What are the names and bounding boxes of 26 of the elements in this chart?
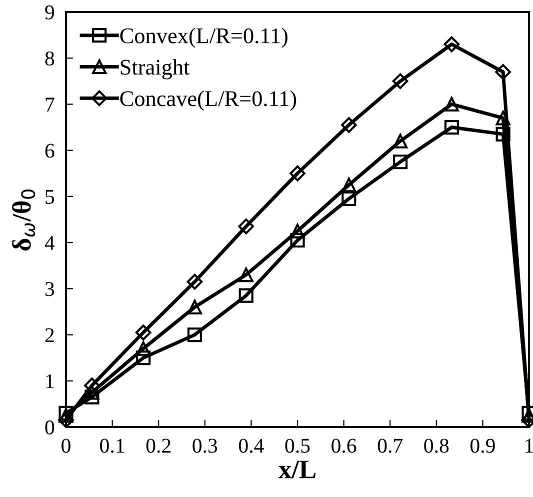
y-tick-label: 2 [45,328,54,342]
x-tick-label: 1 [526,438,533,453]
x-tick-label: 0.9 [470,438,495,453]
x-tick-label: 0.8 [424,438,449,453]
y-tick-label: 6 [45,144,54,158]
x-tick-label: 0 [62,438,70,453]
x-tick-label: 0.1 [100,438,124,453]
y-tick-label: 7 [46,98,54,112]
x-tick-label: 0.3 [192,438,218,453]
legend-label: Convex(L/R=0.11) [120,28,288,48]
x-tick-label: 0.6 [332,438,356,453]
x-tick-label: 0.4 [238,438,264,453]
x-tick-label: 0.7 [378,438,403,453]
x-tick-label: 0.5 [285,438,310,453]
y-tick-label: 1 [46,374,54,388]
legend-label: Concave(L/R=0.11) [120,90,296,111]
x-tick-label: 0.2 [146,438,170,453]
x-axis-title: x/L [278,460,316,478]
y-tick-label: 0 [45,420,54,434]
y-axis-title: δ$_{ω}$/θ$_{0}$ [12,190,36,251]
legend-label: Straight [120,59,190,80]
y-tick-label: 8 [45,51,54,66]
y-tick-label: 4 [44,236,55,250]
y-tick-label: 5 [46,190,54,204]
y-tick-label: 9 [45,5,54,20]
y-tick-label: 3 [45,282,54,296]
